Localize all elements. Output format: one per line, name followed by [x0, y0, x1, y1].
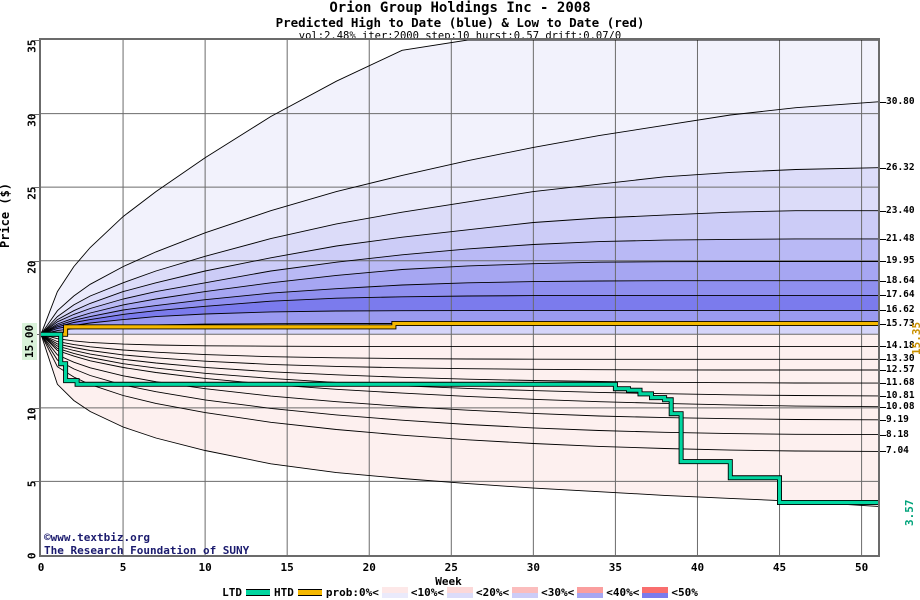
price-label-12.57: 12.57 — [886, 364, 915, 376]
price-label-30.80: 30.80 — [886, 95, 915, 107]
price-tick — [880, 280, 886, 282]
price-tick — [880, 434, 886, 436]
price-tick — [880, 346, 886, 348]
price-label-11.68: 11.68 — [886, 377, 915, 389]
price-label-16.62: 16.62 — [886, 304, 915, 316]
x-tick-40: 40 — [690, 561, 705, 574]
x-tick-0: 0 — [37, 561, 45, 574]
x-axis-title: Week — [435, 575, 462, 588]
legend-stop-1: <10%< — [410, 586, 444, 599]
y-tick-mark — [33, 260, 40, 262]
htd-end-label: 15.35 — [910, 322, 920, 356]
y-tick-mark — [33, 40, 40, 41]
x-tick-20: 20 — [362, 561, 376, 574]
legend-swatch-3 — [512, 587, 539, 598]
chart-legend: LTD HTD prob:0%< <10%< <20%< <30%< <40%< <50% — [0, 586, 920, 599]
price-label-26.32: 26.32 — [886, 161, 915, 173]
price-label-19.95: 19.95 — [886, 255, 915, 267]
price-label-14.18: 14.18 — [886, 340, 915, 352]
ltd-end-label: 3.57 — [903, 499, 916, 527]
price-label-15.73: 15.73 — [886, 317, 915, 329]
price-label-18.64: 18.64 — [886, 274, 915, 286]
price-tick — [880, 370, 886, 372]
price-tick — [880, 359, 886, 361]
price-tick — [880, 395, 886, 397]
legend-swatch-5 — [642, 587, 669, 598]
legend-stop-5: <50% — [671, 586, 698, 599]
y-tick-5: 5 — [25, 480, 39, 488]
chart-title: Orion Group Holdings Inc - 2008 — [329, 0, 591, 16]
x-tick-45: 45 — [772, 561, 787, 574]
legend-swatch-2 — [446, 587, 473, 598]
price-tick — [880, 101, 886, 103]
legend-ltd-swatch — [246, 589, 270, 596]
legend-stop-4: <40%< — [606, 586, 640, 599]
x-tick-35: 35 — [608, 561, 623, 574]
price-tick — [880, 310, 886, 312]
x-tick-5: 5 — [119, 561, 127, 574]
price-label-21.48: 21.48 — [886, 232, 915, 244]
price-tick — [880, 419, 886, 421]
y-tick-30: 30 — [25, 113, 39, 127]
x-tick-15: 15 — [280, 561, 294, 574]
y-tick-10: 10 — [25, 407, 39, 421]
legend-stop-3: <30%< — [541, 586, 575, 599]
x-tick-10: 10 — [198, 561, 212, 574]
price-label-13.30: 13.30 — [886, 353, 915, 365]
price-label-10.81: 10.81 — [886, 389, 915, 401]
price-label-23.40: 23.40 — [886, 204, 915, 216]
price-tick — [880, 295, 886, 297]
y-tick-mark — [33, 187, 40, 189]
y-tick-mark — [33, 407, 40, 409]
x-tick-25: 25 — [444, 561, 458, 574]
legend-stop-2: <20%< — [475, 586, 510, 599]
legend-prob-label: prob:0%< — [325, 586, 379, 599]
y-tick-25: 25 — [25, 186, 39, 200]
chart-subtitle: Predicted High to Date (blue) & Low to D… — [275, 15, 645, 30]
price-label-10.08: 10.08 — [886, 400, 915, 412]
legend-ltd-label: LTD — [222, 586, 242, 599]
y-tick-35: 35 — [25, 39, 39, 53]
organization-text: The Research Foundation of SUNY — [44, 544, 250, 557]
price-tick — [880, 167, 886, 169]
plot-area — [39, 38, 880, 557]
price-tick — [880, 261, 886, 263]
price-label-8.18: 8.18 — [886, 428, 909, 440]
price-label-17.64: 17.64 — [886, 289, 915, 301]
y-tick-20: 20 — [25, 260, 39, 274]
price-tick — [880, 406, 886, 408]
legend-htd-swatch — [297, 589, 322, 596]
price-tick — [880, 383, 886, 385]
start-price-label: 15.00 — [22, 323, 37, 361]
price-tick — [880, 323, 886, 325]
y-tick-mark — [33, 113, 40, 115]
price-tick — [880, 451, 886, 453]
title-block: Orion Group Holdings Inc - 2008 Predicte… — [0, 0, 920, 43]
y-tick-mark — [33, 481, 40, 483]
x-tick-50: 50 — [854, 561, 869, 574]
x-tick-30: 30 — [526, 561, 540, 574]
legend-swatch-1 — [381, 587, 408, 598]
y-axis-title: Price ($) — [0, 182, 12, 248]
legend-swatch-4 — [577, 587, 604, 598]
price-label-7.04: 7.04 — [886, 445, 909, 457]
price-tick — [880, 238, 886, 240]
legend-htd-label: HTD — [274, 586, 294, 599]
copyright-text[interactable]: ©www.textbiz.org — [44, 531, 150, 544]
price-label-9.19: 9.19 — [886, 413, 909, 425]
plot-svg — [41, 40, 878, 555]
price-tick — [880, 210, 886, 212]
